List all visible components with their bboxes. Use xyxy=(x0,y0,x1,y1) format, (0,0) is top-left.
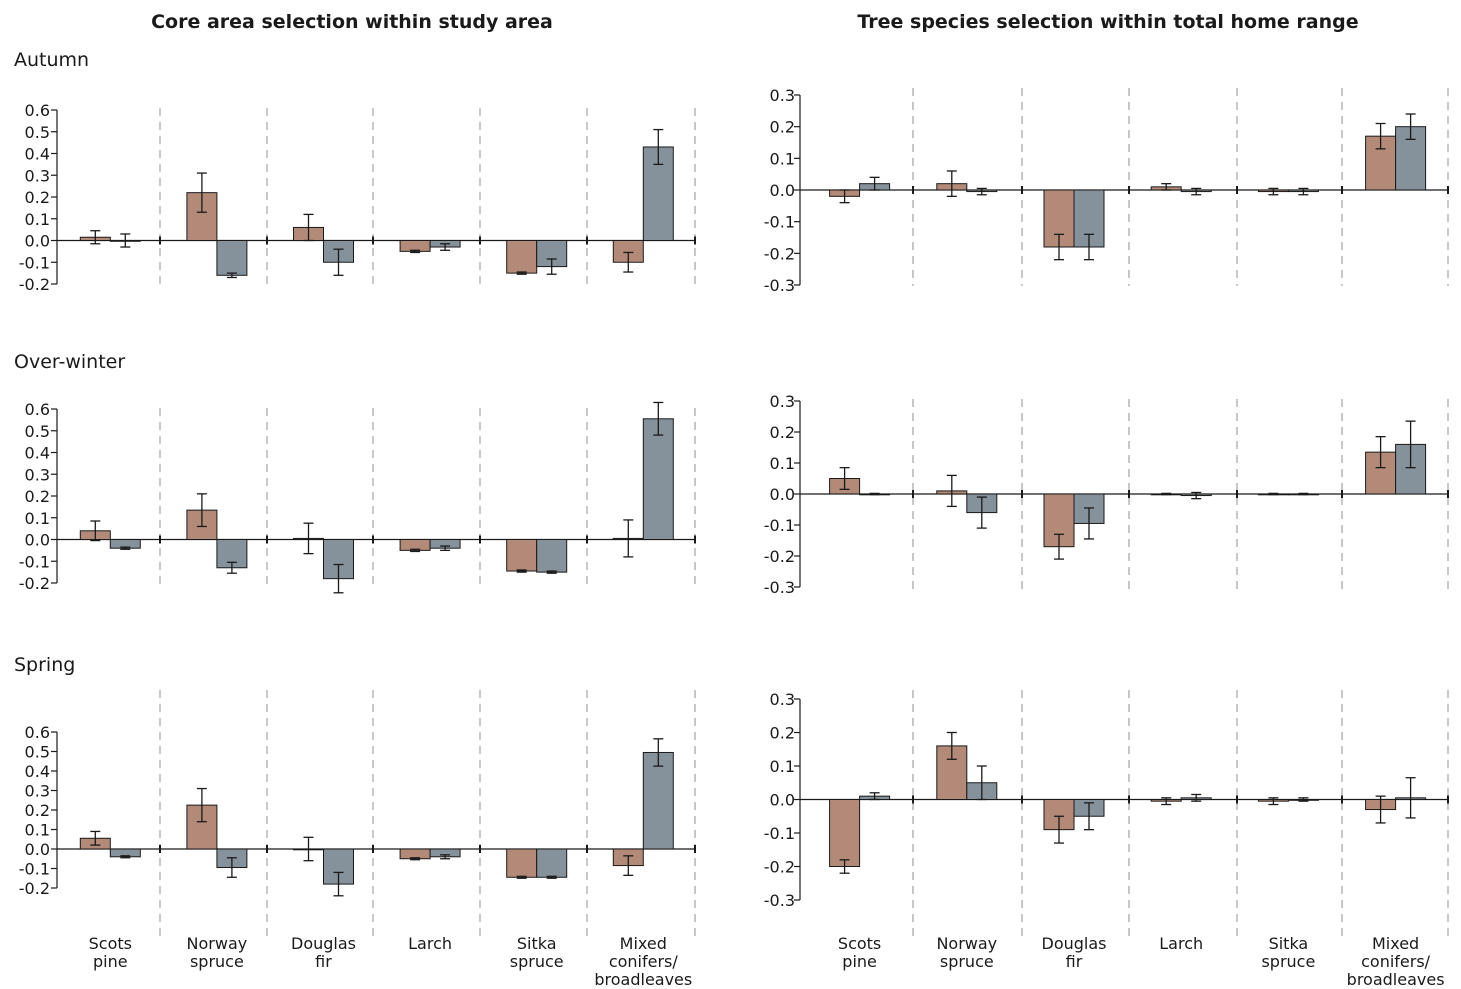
category-label: spruce xyxy=(1261,952,1315,971)
category-label: spruce xyxy=(190,952,244,971)
y-tick-label: 0.4 xyxy=(25,145,50,164)
category-label: Scots xyxy=(89,934,132,953)
y-tick-label: -0.2 xyxy=(19,879,50,898)
category-label: spruce xyxy=(510,952,564,971)
category-label: Mixed xyxy=(620,934,667,953)
y-tick-label: 0.5 xyxy=(25,123,50,142)
category-label: Sitka xyxy=(1269,934,1309,953)
bar-series-1 xyxy=(506,848,538,878)
category-label: broadleaves xyxy=(594,970,692,989)
y-tick-label: 0.1 xyxy=(25,210,50,229)
category-label: conifers/ xyxy=(609,952,679,971)
y-tick-label: 0.0 xyxy=(770,791,795,810)
category-label: Douglas xyxy=(1042,934,1107,953)
category-label: Scots xyxy=(838,934,881,953)
y-tick-label: -0.1 xyxy=(19,253,50,272)
y-tick-label: -0.1 xyxy=(764,516,795,535)
bar-series-2 xyxy=(216,240,248,276)
y-tick-label: 0.6 xyxy=(25,400,50,419)
y-tick-label: -0.1 xyxy=(19,552,50,571)
y-tick-label: 0.3 xyxy=(25,166,50,185)
y-tick-label: -0.1 xyxy=(19,860,50,879)
category-label: spruce xyxy=(940,952,994,971)
y-tick-label: 0.3 xyxy=(770,392,795,411)
y-tick-label: 0.1 xyxy=(770,757,795,776)
bar-series-1 xyxy=(506,539,538,572)
y-tick-label: 0.1 xyxy=(25,509,50,528)
chart-right-autumn: 0.3 0.2 0.1 0.0 -0.1 -0.2 -0.3 xyxy=(764,86,1449,295)
chart-right-over-winter: 0.3 0.2 0.1 0.0 -0.1 -0.2 -0.3 xyxy=(764,392,1449,597)
season-label-over-winter: Over-winter xyxy=(14,351,125,373)
right-column-title: Tree species selection within total home… xyxy=(857,11,1358,33)
y-tick-label: 0.4 xyxy=(25,444,50,463)
category-label: Larch xyxy=(408,934,452,953)
bar-series-1 xyxy=(829,799,861,867)
category-label: fir xyxy=(1066,952,1083,971)
category-label: fir xyxy=(315,952,332,971)
y-tick-label: -0.2 xyxy=(19,574,50,593)
y-tick-label: -0.1 xyxy=(764,213,795,232)
category-label: Norway xyxy=(187,934,248,953)
left-column-title: Core area selection within study area xyxy=(151,11,553,33)
y-tick-label: 0.1 xyxy=(25,821,50,840)
bar-series-2 xyxy=(642,418,674,541)
chart-left-autumn: 0.6 0.5 0.4 0.3 0.2 0.1 0.0 -0.1 -0.2 xyxy=(19,101,696,294)
bar-series-2 xyxy=(642,751,674,850)
y-tick-label: 0.5 xyxy=(25,422,50,441)
chart-left-spring: 0.60.50.40.30.20.10.0-0.1-0.2 xyxy=(19,690,696,940)
y-tick-label: 0.2 xyxy=(770,724,795,743)
y-tick-label: 0.0 xyxy=(770,485,795,504)
category-label: pine xyxy=(842,952,877,971)
y-tick-label: 0.3 xyxy=(770,690,795,709)
y-tick-label: -0.3 xyxy=(764,891,795,910)
y-tick-label: 0.3 xyxy=(770,86,795,105)
y-tick-label: 0.3 xyxy=(25,782,50,801)
category-label: Larch xyxy=(1159,934,1203,953)
y-tick-label: 0.0 xyxy=(25,531,50,550)
y-tick-label: 0.3 xyxy=(25,465,50,484)
bar-series-1 xyxy=(506,240,538,274)
y-tick-label: 0.2 xyxy=(770,118,795,137)
y-tick-label: 0.0 xyxy=(25,840,50,859)
y-tick-label: 0.4 xyxy=(25,762,50,781)
season-label-autumn: Autumn xyxy=(14,49,89,71)
category-label: pine xyxy=(93,952,128,971)
category-label: Douglas xyxy=(291,934,356,953)
y-tick-label: -0.3 xyxy=(764,276,795,295)
category-label: Mixed xyxy=(1372,934,1419,953)
y-tick-label: 0.5 xyxy=(25,743,50,762)
y-tick-label: 0.2 xyxy=(25,487,50,506)
y-tick-label: 0.2 xyxy=(25,188,50,207)
panels-layer: 0.60.50.40.30.20.10.0-0.1-0.20.60.50.40.… xyxy=(19,86,1449,940)
y-tick-label: -0.2 xyxy=(764,858,795,877)
y-tick-label: -0.2 xyxy=(764,547,795,566)
y-tick-label: -0.1 xyxy=(764,824,795,843)
category-label: Sitka xyxy=(517,934,557,953)
y-tick-label: 0.6 xyxy=(25,101,50,120)
y-tick-label: 0.1 xyxy=(770,454,795,473)
y-tick-label: 0.0 xyxy=(770,181,795,200)
bar-series-2 xyxy=(536,539,568,573)
category-label: Norway xyxy=(936,934,997,953)
y-tick-label: 0.2 xyxy=(770,423,795,442)
chart-right-spring: 0.3 0.2 0.1 0.0 -0.1 -0.2 -0.3 xyxy=(764,690,1449,940)
bar-series-2 xyxy=(536,848,568,878)
y-tick-label: 0.6 xyxy=(25,723,50,742)
y-tick-label: -0.3 xyxy=(764,578,795,597)
y-tick-label: 0.1 xyxy=(770,149,795,168)
category-label: broadleaves xyxy=(1347,970,1445,989)
y-tick-label: 0.2 xyxy=(25,801,50,820)
chart-left-over-winter: 0.6 0.5 0.4 0.3 0.2 0.1 0.0 -0.1 -0.2 xyxy=(19,400,696,594)
category-label: conifers/ xyxy=(1361,952,1431,971)
season-label-spring: Spring xyxy=(14,654,75,676)
y-tick-label: -0.2 xyxy=(764,244,795,263)
y-tick-label: 0.0 xyxy=(25,232,50,251)
y-tick-label: -0.2 xyxy=(19,275,50,294)
